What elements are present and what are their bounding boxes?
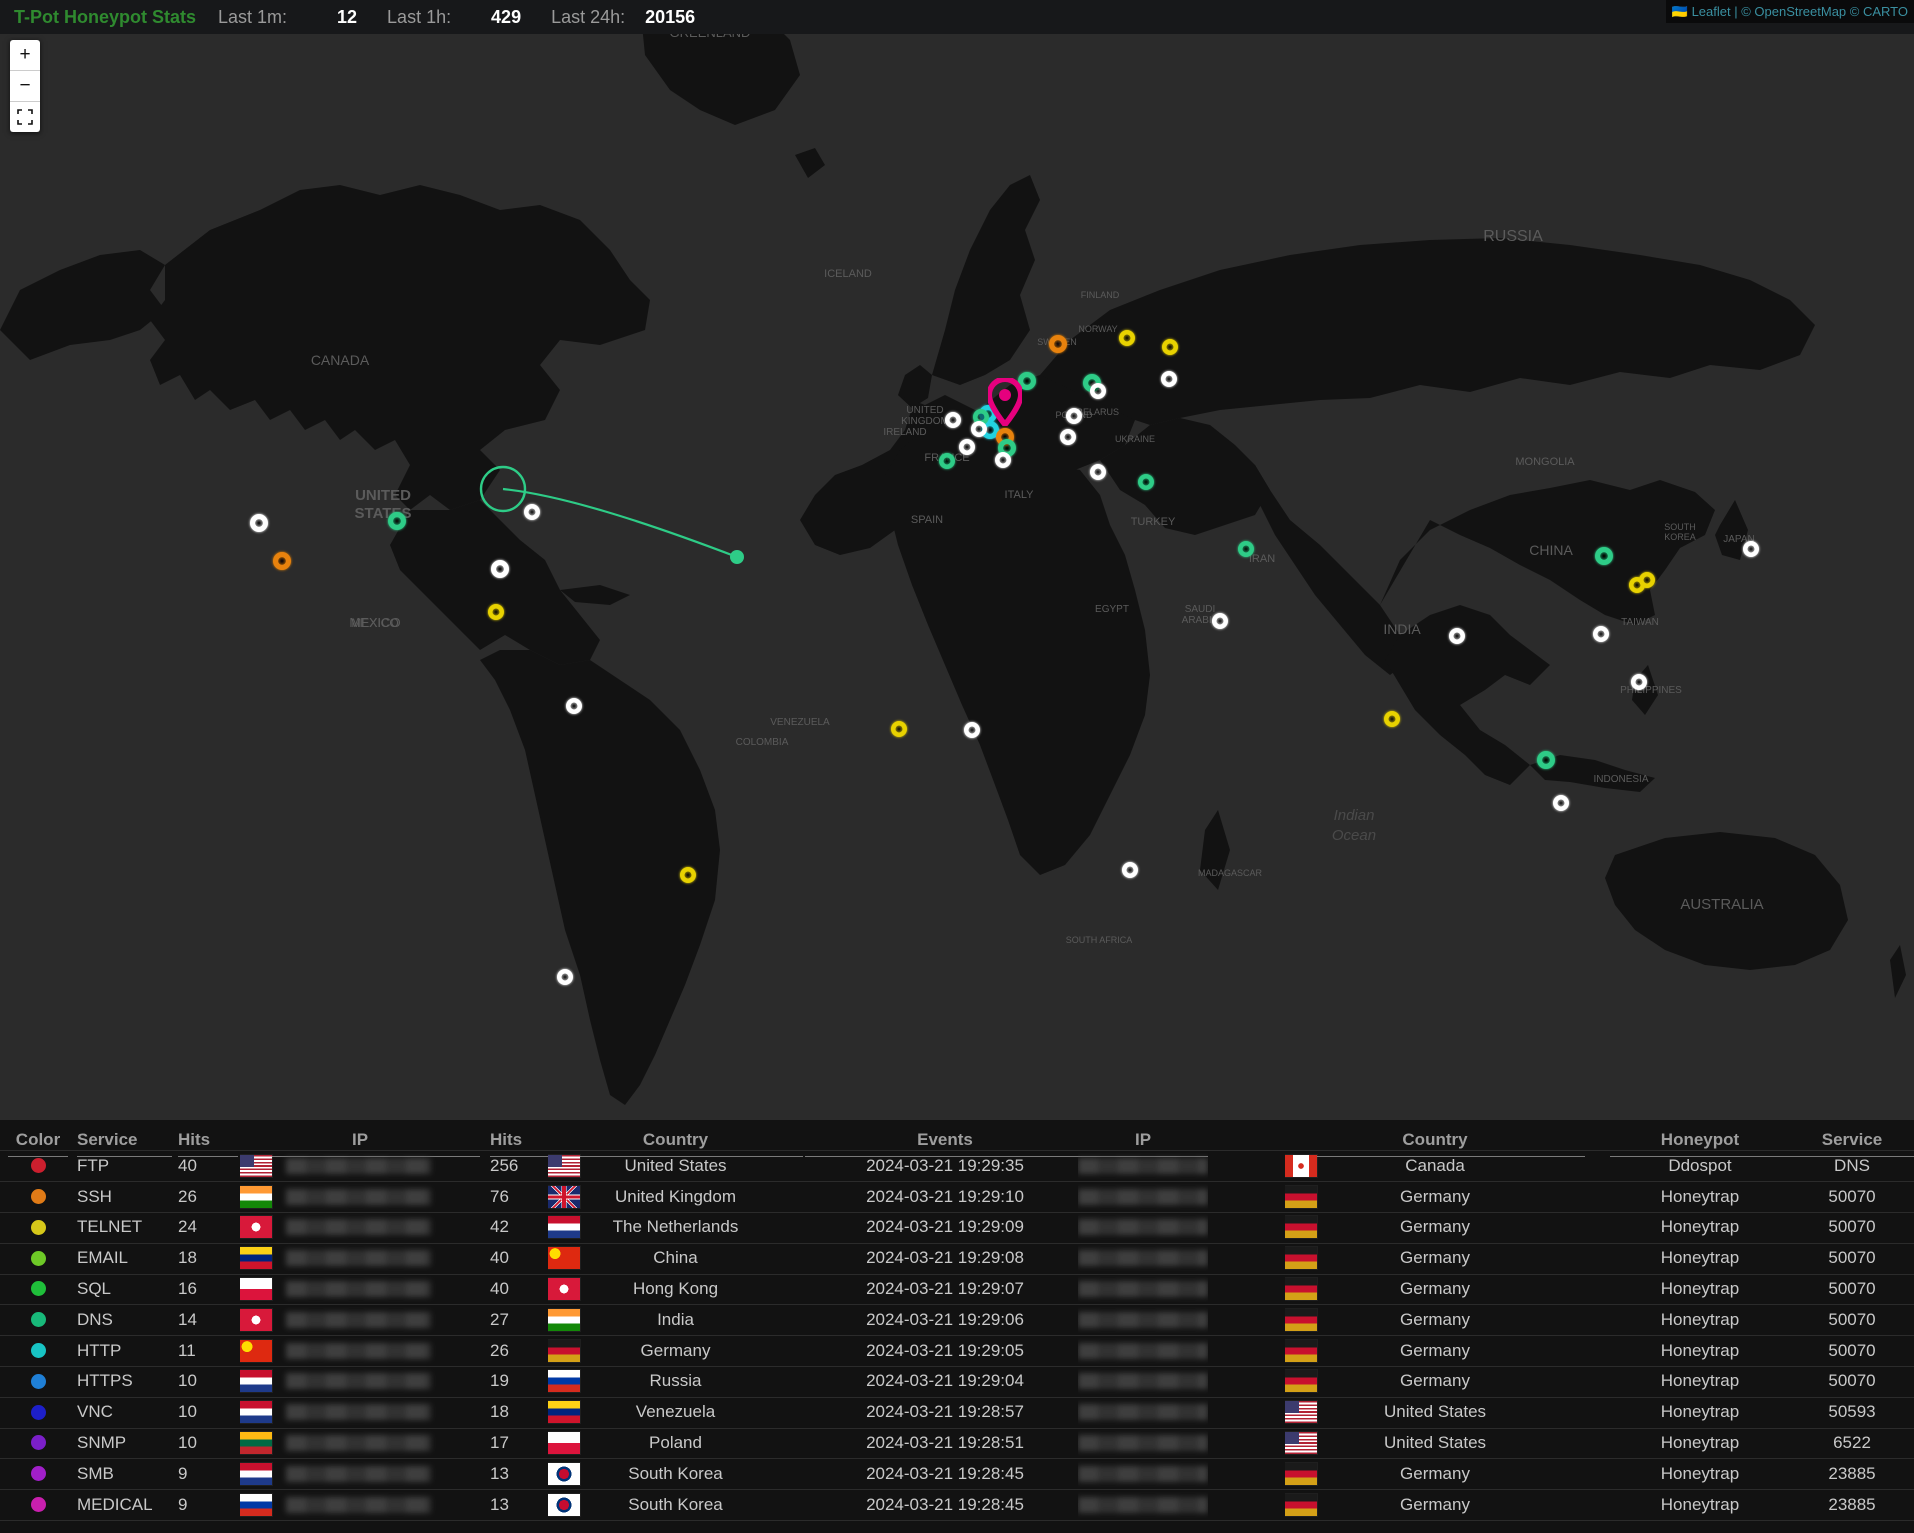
svg-text:SOUTH: SOUTH [1664, 522, 1696, 532]
svg-text:UKRAINE: UKRAINE [1115, 434, 1155, 444]
svg-text:FINLAND: FINLAND [1081, 290, 1120, 300]
svg-text:MONGOLIA: MONGOLIA [1515, 456, 1575, 468]
svg-text:TURKEY: TURKEY [1131, 516, 1176, 528]
svg-text:MADAGASCAR: MADAGASCAR [1198, 868, 1263, 878]
svg-text:EGYPT: EGYPT [1095, 604, 1129, 615]
svg-text:SAUDI: SAUDI [1185, 604, 1216, 615]
svg-text:INDIA: INDIA [1383, 621, 1421, 637]
svg-text:SPAIN: SPAIN [911, 514, 943, 526]
svg-text:COLOMBIA: COLOMBIA [736, 737, 789, 748]
svg-text:Ocean: Ocean [1332, 827, 1376, 844]
svg-text:CHINA: CHINA [1529, 542, 1573, 558]
svg-text:IRELAND: IRELAND [883, 427, 926, 438]
svg-text:KINGDOM: KINGDOM [901, 416, 949, 427]
svg-text:IRAN: IRAN [1249, 553, 1275, 565]
svg-text:AUSTRALIA: AUSTRALIA [1680, 896, 1763, 913]
svg-text:KOREA: KOREA [1664, 532, 1696, 542]
svg-text:ITALY: ITALY [1005, 489, 1035, 501]
svg-text:SOUTH AFRICA: SOUTH AFRICA [1066, 935, 1133, 945]
svg-text:INDONESIA: INDONESIA [1593, 774, 1648, 785]
svg-text:UNITED: UNITED [355, 487, 411, 504]
svg-text:UNITED: UNITED [906, 405, 943, 416]
svg-text:VENEZUELA: VENEZUELA [770, 717, 830, 728]
svg-text:PHILIPPINES: PHILIPPINES [1620, 685, 1682, 696]
svg-text:CANADA: CANADA [311, 352, 370, 368]
svg-text:TAIWAN: TAIWAN [1621, 617, 1659, 628]
svg-text:RUSSIA: RUSSIA [1483, 228, 1543, 245]
svg-text:Indian: Indian [1334, 807, 1375, 824]
svg-text:MEXICO: MEXICO [351, 616, 398, 630]
svg-text:ICELAND: ICELAND [824, 268, 872, 280]
svg-text:NORWAY: NORWAY [1078, 324, 1117, 334]
